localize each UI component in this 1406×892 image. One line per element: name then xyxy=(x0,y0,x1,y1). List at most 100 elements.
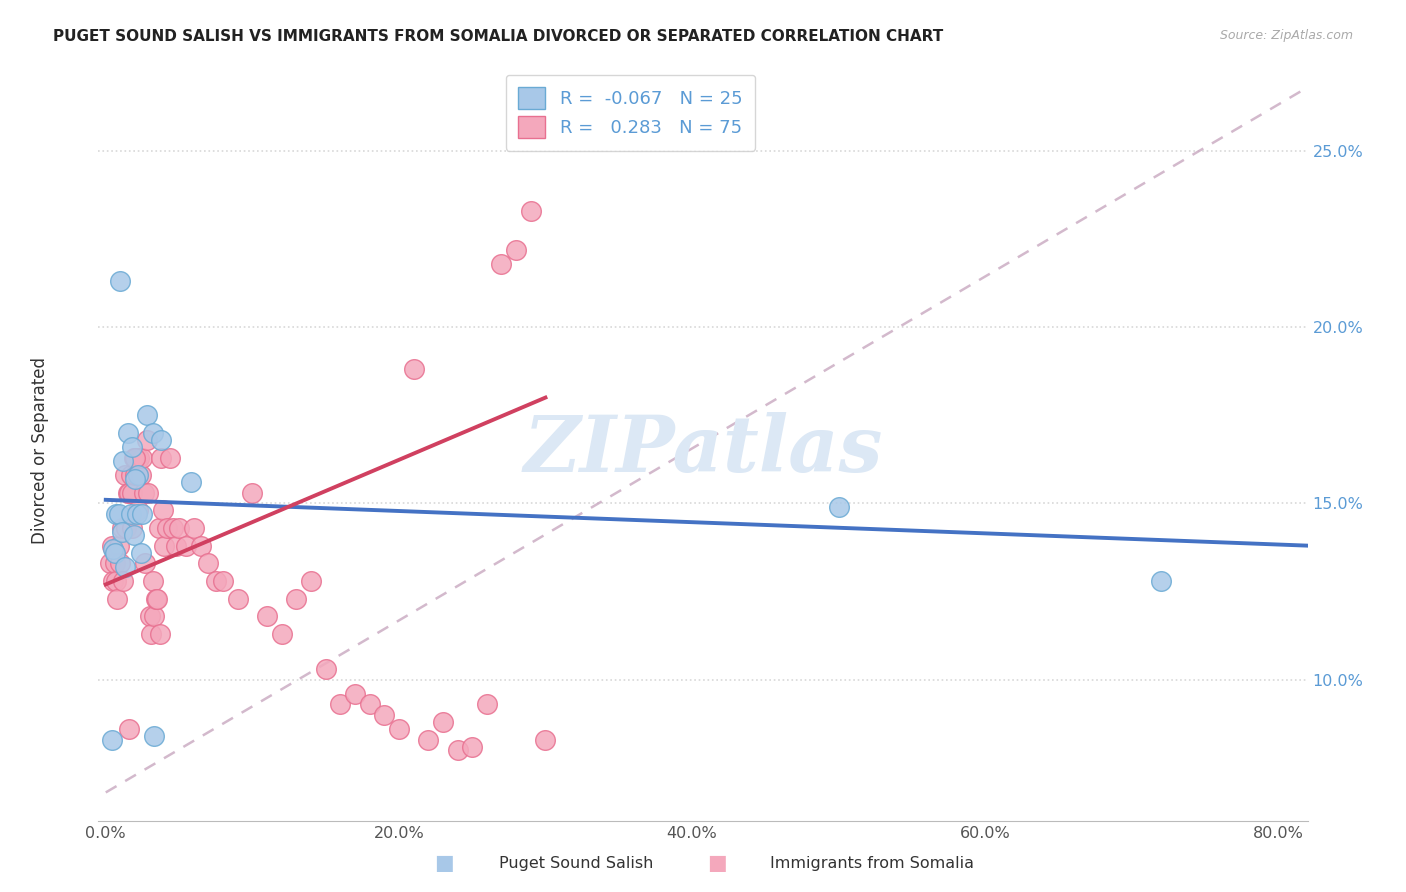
Point xyxy=(134,556,156,570)
Point xyxy=(100,539,122,553)
Point xyxy=(124,468,146,483)
Point xyxy=(1150,574,1173,588)
Point xyxy=(127,468,149,483)
Point xyxy=(142,425,165,440)
Point xyxy=(152,503,174,517)
Point xyxy=(127,468,149,483)
Point xyxy=(143,609,166,624)
Point xyxy=(111,524,134,539)
Point xyxy=(120,507,142,521)
Point xyxy=(110,274,132,288)
Point xyxy=(107,591,129,606)
Point xyxy=(226,591,249,606)
Text: Divorced or Separated: Divorced or Separated xyxy=(31,357,49,544)
Point xyxy=(115,521,138,535)
Point xyxy=(373,707,395,722)
Point xyxy=(145,591,167,606)
Point xyxy=(359,698,381,712)
Point xyxy=(100,732,122,747)
Text: ■: ■ xyxy=(707,854,727,873)
Point xyxy=(197,556,219,570)
Text: Immigrants from Somalia: Immigrants from Somalia xyxy=(770,856,974,871)
Point xyxy=(159,450,181,465)
Point xyxy=(129,468,152,483)
Point xyxy=(108,507,131,521)
Point xyxy=(176,539,198,553)
Point xyxy=(142,574,165,588)
Point xyxy=(125,450,148,465)
Legend: R =  -0.067   N = 25, R =   0.283   N = 75: R = -0.067 N = 25, R = 0.283 N = 75 xyxy=(506,75,755,151)
Point xyxy=(491,257,513,271)
Point xyxy=(167,521,190,535)
Point xyxy=(118,722,141,736)
Point xyxy=(299,574,322,588)
Point xyxy=(112,574,135,588)
Point xyxy=(112,454,135,468)
Point xyxy=(212,574,235,588)
Point xyxy=(124,472,146,486)
Text: ZIPatlas: ZIPatlas xyxy=(523,412,883,489)
Point xyxy=(329,698,352,712)
Point xyxy=(146,591,169,606)
Point xyxy=(117,485,139,500)
Point xyxy=(827,500,849,514)
Point xyxy=(118,485,141,500)
Point xyxy=(136,485,159,500)
Point xyxy=(98,556,121,570)
Text: Puget Sound Salish: Puget Sound Salish xyxy=(499,856,654,871)
Point xyxy=(135,433,157,447)
Point xyxy=(461,739,484,754)
Point xyxy=(148,521,170,535)
Point xyxy=(315,662,337,676)
Point xyxy=(446,743,468,757)
Point xyxy=(150,450,173,465)
Point xyxy=(190,539,212,553)
Point xyxy=(105,574,128,588)
Point xyxy=(343,687,366,701)
Point xyxy=(162,521,184,535)
Point xyxy=(121,521,143,535)
Point xyxy=(475,698,498,712)
Point xyxy=(103,546,125,560)
Point xyxy=(156,521,179,535)
Point xyxy=(150,433,173,447)
Point xyxy=(180,475,202,490)
Point xyxy=(111,521,134,535)
Point xyxy=(153,539,176,553)
Point xyxy=(418,732,440,747)
Point xyxy=(128,450,150,465)
Point xyxy=(101,542,124,557)
Point xyxy=(432,714,454,729)
Point xyxy=(138,609,160,624)
Point xyxy=(143,729,166,743)
Point xyxy=(114,468,136,483)
Point xyxy=(122,528,145,542)
Point xyxy=(131,507,153,521)
Point xyxy=(135,408,157,422)
Point xyxy=(122,450,145,465)
Point xyxy=(121,485,143,500)
Point xyxy=(285,591,308,606)
Point xyxy=(127,503,149,517)
Point xyxy=(124,450,146,465)
Point xyxy=(270,627,292,641)
Point xyxy=(149,627,172,641)
Point xyxy=(132,485,155,500)
Point xyxy=(131,450,153,465)
Point xyxy=(240,485,263,500)
Point xyxy=(256,609,278,624)
Point xyxy=(105,507,128,521)
Point xyxy=(204,574,226,588)
Point xyxy=(121,440,143,454)
Point xyxy=(129,546,152,560)
Point xyxy=(103,556,125,570)
Point xyxy=(117,425,139,440)
Point xyxy=(125,507,148,521)
Point xyxy=(108,539,131,553)
Point xyxy=(402,362,425,376)
Point xyxy=(165,539,187,553)
Point xyxy=(120,468,142,483)
Text: Source: ZipAtlas.com: Source: ZipAtlas.com xyxy=(1219,29,1353,42)
Point xyxy=(141,627,163,641)
Point xyxy=(183,521,205,535)
